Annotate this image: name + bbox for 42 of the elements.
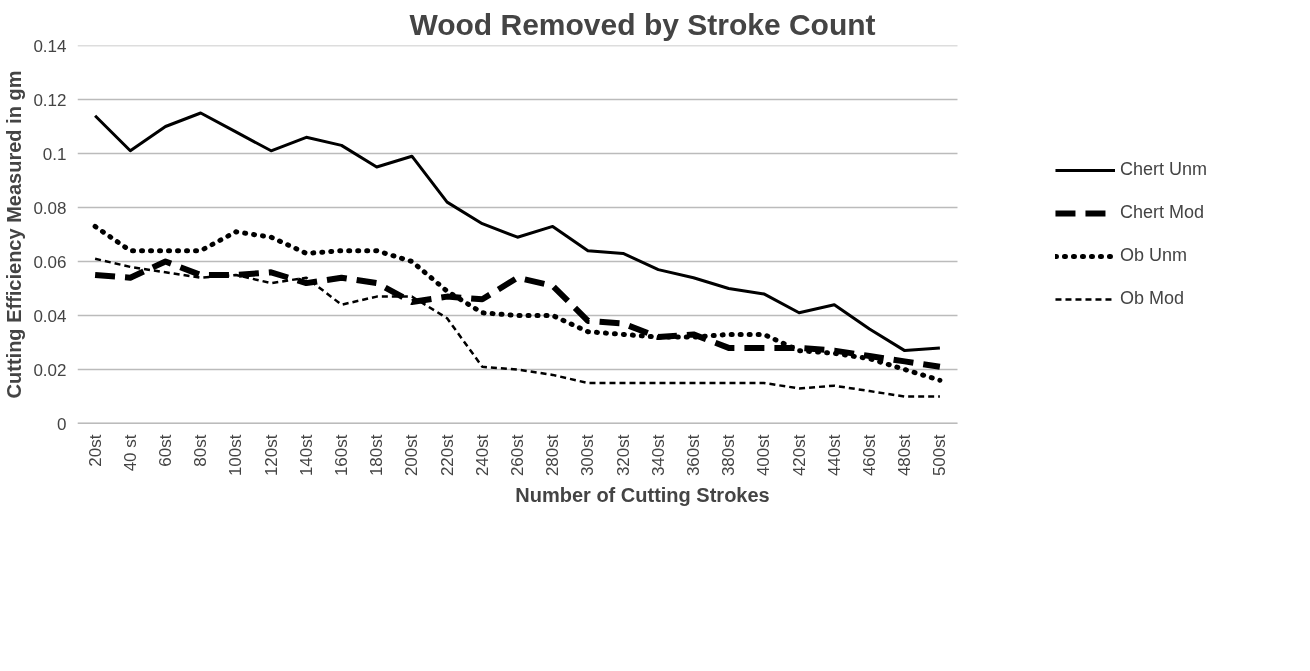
y-tick-label: 0.08 xyxy=(33,198,67,218)
x-tick-label: 60st xyxy=(156,434,175,467)
legend-label: Chert Unm xyxy=(1119,159,1207,180)
x-tick-label: 200st xyxy=(402,434,422,477)
x-tick-label: 120st xyxy=(261,434,281,477)
x-tick-label: 340st xyxy=(648,434,668,477)
x-tick-label: 360st xyxy=(684,434,703,477)
y-tick-label: 0.04 xyxy=(33,306,67,326)
line-series xyxy=(93,257,942,398)
x-tick-label: 400st xyxy=(754,434,774,477)
legend-label: Ob Unm xyxy=(1119,245,1187,266)
line-series xyxy=(93,111,942,353)
y-tick-label: 0 xyxy=(57,414,67,434)
legend-label: Chert Mod xyxy=(1119,202,1205,223)
x-tick-label: 460st xyxy=(860,434,879,477)
x-tick-label: 420st xyxy=(789,434,809,477)
y-axis-title: Cutting Efficiency Measured in gm xyxy=(3,70,26,399)
legend-label: Ob Mod xyxy=(1119,288,1184,309)
x-tick-label: 40 st xyxy=(120,434,140,472)
x-tick-label: 100st xyxy=(226,434,246,477)
y-tick-label: 0.12 xyxy=(33,90,67,110)
y-tick-label: 0.06 xyxy=(33,252,67,272)
x-tick-label: 500st xyxy=(930,434,950,477)
x-tick-label: 180st xyxy=(367,434,387,477)
x-tick-label: 380st xyxy=(719,434,739,477)
x-tick-label: 320st xyxy=(613,434,633,477)
x-tick-label: 240st xyxy=(472,434,492,477)
x-tick-label: 220st xyxy=(437,434,457,477)
x-tick-label: 20st xyxy=(85,434,105,467)
x-tick-label: 300st xyxy=(578,434,598,477)
x-tick-label: 480st xyxy=(895,434,915,477)
x-tick-label: 260st xyxy=(508,434,527,477)
y-tick-label: 0.02 xyxy=(33,360,67,380)
x-tick-label: 440st xyxy=(824,434,844,477)
x-tick-label: 280st xyxy=(543,434,563,477)
y-tick-label: 0.1 xyxy=(42,144,67,164)
chart-title: Wood Removed by Stroke Count xyxy=(409,7,876,41)
x-axis-title: Number of Cutting Strokes xyxy=(515,484,770,507)
x-tick-label: 160st xyxy=(332,434,351,477)
x-tick-label: 80st xyxy=(191,434,211,467)
x-tick-label: 140st xyxy=(296,434,316,477)
y-tick-label: 0.14 xyxy=(33,36,67,56)
